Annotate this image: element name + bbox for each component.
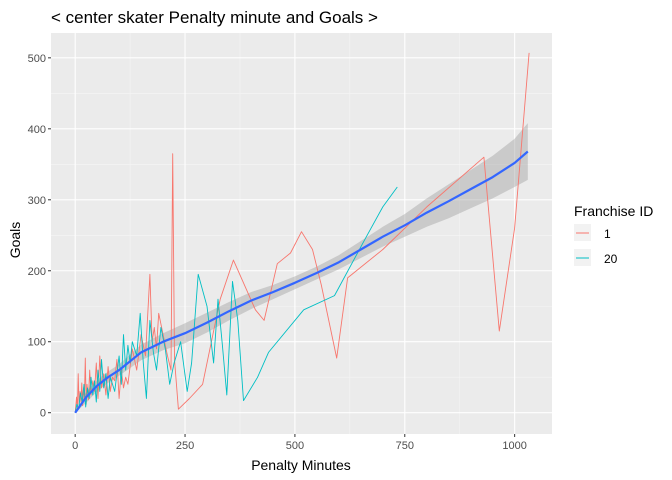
- y-tick-label: 400: [28, 124, 46, 136]
- y-tick-label: 500: [28, 53, 46, 65]
- legend-title: Franchise ID: [574, 203, 653, 219]
- legend: Franchise ID 1 20: [574, 203, 653, 266]
- x-tick-label: 500: [286, 440, 304, 452]
- x-tick-label: 250: [176, 440, 194, 452]
- series-lines: [74, 52, 530, 413]
- y-tick-label: 300: [28, 195, 46, 207]
- plot-panel: [51, 33, 552, 434]
- x-tick-label: 750: [396, 440, 414, 452]
- confidence-band-area: [75, 123, 528, 413]
- y-axis-title: Goals: [7, 222, 23, 259]
- x-ticks: 0 250 500 750 1000: [72, 434, 527, 452]
- y-tick-label: 100: [28, 337, 46, 349]
- series-line-20: [74, 186, 398, 413]
- smooth-fit-line: [74, 150, 529, 414]
- x-axis-title: Penalty Minutes: [251, 457, 351, 473]
- series-line-1: [74, 52, 530, 413]
- y-tick-label: 200: [28, 266, 46, 278]
- confidence-band: [75, 123, 528, 413]
- y-ticks: 0 100 200 300 400 500: [28, 53, 51, 420]
- smooth-line: [74, 150, 529, 414]
- grid: [51, 33, 552, 434]
- legend-label-20: 20: [604, 252, 618, 266]
- legend-label-1: 1: [604, 227, 611, 241]
- y-tick-label: 0: [40, 408, 46, 420]
- chart-title: < center skater Penalty minute and Goals…: [51, 8, 378, 27]
- x-tick-label: 0: [72, 440, 78, 452]
- x-tick-label: 1000: [502, 440, 526, 452]
